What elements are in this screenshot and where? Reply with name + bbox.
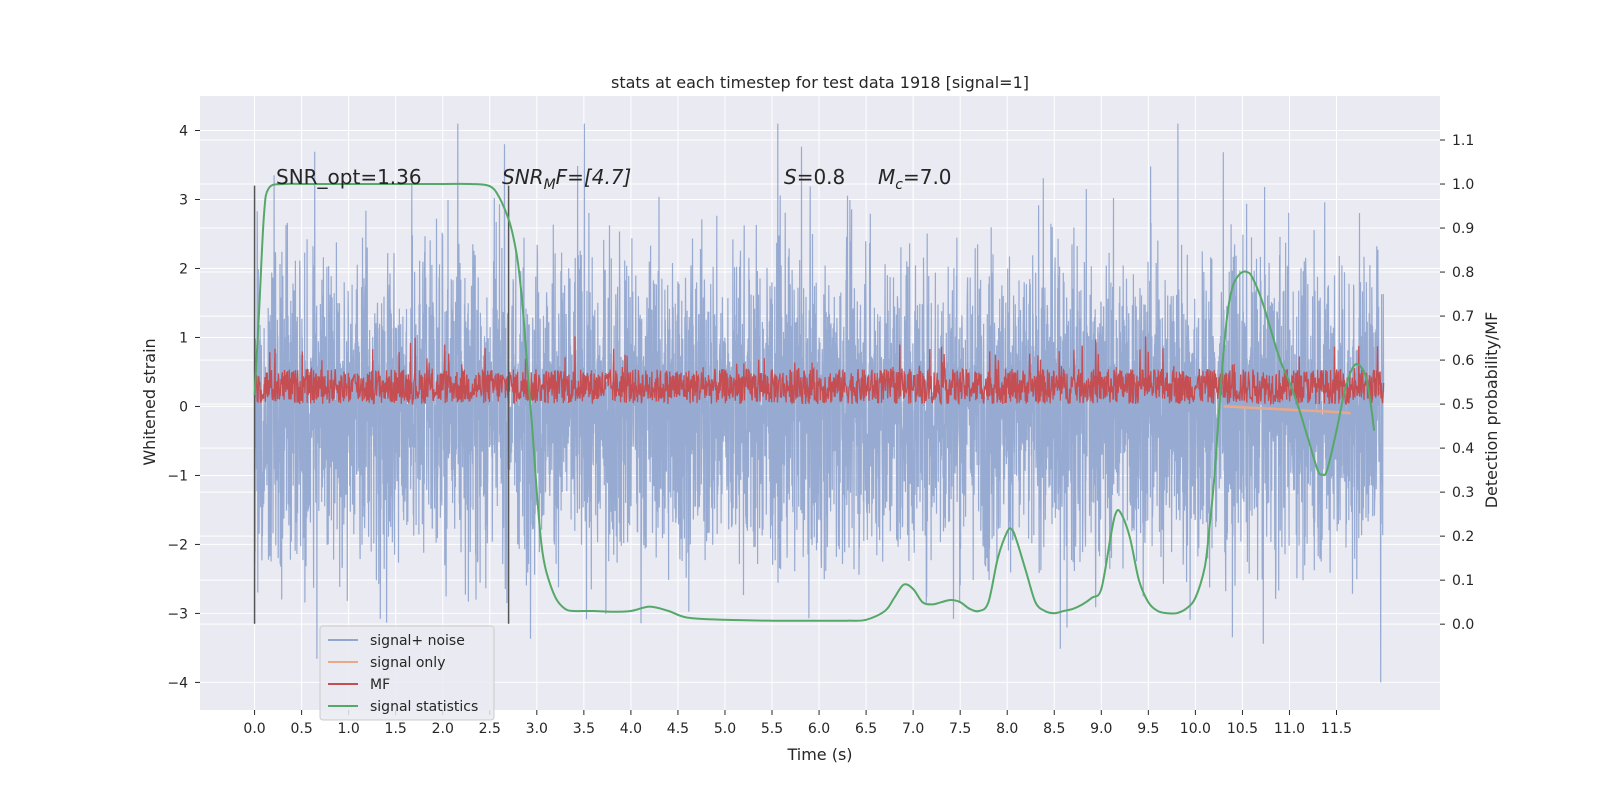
y-right-tick-label: 0.0 — [1452, 617, 1474, 633]
annotation-snr-mf-rest: F=[4.7] — [556, 165, 632, 189]
y-right-tick-label: 0.8 — [1452, 265, 1474, 281]
chart-title: stats at each timestep for test data 191… — [611, 73, 1029, 92]
vertical-lines — [253, 185, 510, 624]
annotation-mc-main: M — [878, 165, 895, 189]
x-tick-label: 4.5 — [667, 721, 689, 737]
x-tick-label: 8.0 — [996, 721, 1018, 737]
x-tick-label: 5.5 — [761, 721, 783, 737]
x-tick-label: 6.5 — [855, 721, 877, 737]
y-tick-label: 1 — [179, 330, 188, 346]
annotation-s-main: S — [784, 165, 797, 189]
y-right-tick-label: 1.0 — [1452, 177, 1474, 193]
y-axis-ticks: −4 −3 −2 −1 0 1 2 3 4 — [167, 123, 200, 691]
x-tick-label: 0.0 — [243, 721, 265, 737]
y-right-tick-label: 0.7 — [1452, 309, 1474, 325]
line-signal-noise — [254, 123, 1385, 683]
y-right-tick-label: 0.5 — [1452, 397, 1474, 413]
annotation-snr-mf: SNRMF=[4.7] — [502, 165, 631, 193]
legend-label-mf: MF — [370, 677, 390, 693]
x-tick-label: 10.5 — [1227, 721, 1258, 737]
legend-label-signal-noise: signal+ noise — [370, 633, 465, 649]
x-tick-label: 1.5 — [385, 721, 407, 737]
y-right-tick-label: 0.9 — [1452, 221, 1474, 237]
x-tick-label: 1.0 — [338, 721, 360, 737]
x-tick-label: 5.0 — [714, 721, 736, 737]
x-tick-label: 2.5 — [479, 721, 501, 737]
y-tick-label: −3 — [167, 606, 188, 622]
y-right-tick-label: 0.2 — [1452, 529, 1474, 545]
x-tick-label: 11.0 — [1274, 721, 1305, 737]
series-signal-noise — [254, 123, 1385, 683]
y-right-axis-label: Detection probability/MF — [1482, 312, 1501, 509]
annotation-mc-sub: c — [895, 177, 903, 193]
line-signal-only — [1223, 405, 1351, 415]
y-right-axis-ticks: 0.0 0.1 0.2 0.3 0.4 0.5 0.6 0.7 0.8 0.9 1.0 1.1 — [1440, 133, 1474, 633]
line-mf — [254, 336, 1385, 406]
annotation-mc-rest: =7.0 — [903, 165, 952, 189]
y-axis-label: Whitened strain — [140, 338, 159, 465]
x-tick-label: 10.0 — [1180, 721, 1211, 737]
x-tick-label: 3.0 — [526, 721, 548, 737]
x-tick-label: 6.0 — [808, 721, 830, 737]
y-right-tick-label: 0.6 — [1452, 353, 1474, 369]
x-tick-label: 7.5 — [949, 721, 971, 737]
y-right-tick-label: 0.3 — [1452, 485, 1474, 501]
y-tick-label: 0 — [179, 399, 188, 415]
annotation-snr-opt: SNR_opt=1.36 — [276, 165, 422, 189]
annotation-s-rest: =0.8 — [797, 165, 846, 189]
line-signal-statistics — [253, 182, 1376, 622]
x-axis-ticks: 0.0 0.5 1.0 1.5 2.0 2.5 3.0 3.5 4.0 4.5 5.0 5.5 6.0 6… — [243, 710, 1352, 737]
y-right-tick-label: 1.1 — [1452, 133, 1474, 149]
annotation-mc: Mc=7.0 — [878, 165, 952, 193]
legend-label-signal-statistics: signal statistics — [370, 699, 478, 715]
annotation-snr-mf-main: SNR — [502, 165, 544, 189]
annotation-snr-mf-sub: M — [544, 177, 556, 193]
legend-box — [319, 625, 495, 721]
x-tick-label: 9.0 — [1090, 721, 1112, 737]
y-tick-label: 3 — [179, 192, 188, 208]
legend-label-signal-only: signal only — [370, 655, 445, 671]
series-signal-statistics — [253, 182, 1376, 622]
x-tick-label: 2.0 — [432, 721, 454, 737]
x-tick-label: 8.5 — [1043, 721, 1065, 737]
y-right-tick-label: 0.1 — [1452, 573, 1474, 589]
y-tick-label: −2 — [167, 537, 188, 553]
annotation-s: S=0.8 — [784, 165, 845, 189]
x-tick-label: 7.0 — [902, 721, 924, 737]
legend: signal+ noise signal only MF signal stat… — [319, 625, 495, 721]
series-signal-only — [1223, 405, 1351, 415]
series-mf — [254, 336, 1385, 406]
x-tick-label: 0.5 — [290, 721, 312, 737]
y-tick-label: 4 — [179, 123, 188, 139]
x-tick-label: 4.0 — [620, 721, 642, 737]
x-axis-label: Time (s) — [786, 745, 852, 764]
y-right-tick-label: 0.4 — [1452, 441, 1474, 457]
annotations: SNR_opt=1.36 SNRMF=[4.7] S=0.8 Mc=7.0 — [276, 165, 952, 193]
x-tick-label: 9.5 — [1137, 721, 1159, 737]
x-tick-label: 11.5 — [1321, 721, 1352, 737]
x-tick-label: 3.5 — [573, 721, 595, 737]
y-tick-label: −1 — [167, 468, 188, 484]
y-tick-label: 2 — [179, 261, 188, 277]
y-tick-label: −4 — [167, 675, 188, 691]
